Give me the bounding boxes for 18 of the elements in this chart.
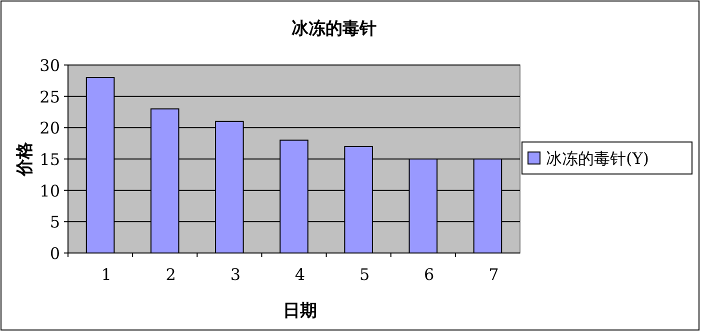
y-tick-label: 0 (50, 244, 60, 263)
x-tick-label: 7 (488, 265, 499, 284)
y-tick-label: 15 (40, 150, 60, 169)
x-tick-label: 4 (294, 265, 306, 284)
y-tick-label: 10 (40, 181, 60, 200)
x-tick-label: 2 (166, 265, 176, 284)
x-tick-label: 3 (230, 265, 241, 284)
y-tick-label: 25 (40, 87, 60, 106)
y-tick-label: 30 (40, 56, 60, 75)
x-tick-label: 6 (424, 265, 434, 284)
y-tick-label: 5 (50, 212, 60, 232)
x-axis-title: 日期 (283, 301, 317, 321)
x-tick-label: 1 (101, 265, 112, 284)
chart-title: 冰冻的毒针 (292, 19, 376, 39)
y-tick-label: 20 (40, 118, 60, 138)
legend-label: 冰冻的毒针(Y) (546, 149, 650, 168)
y-axis-title: 价格 (15, 141, 35, 177)
x-tick-label: 5 (359, 265, 370, 284)
